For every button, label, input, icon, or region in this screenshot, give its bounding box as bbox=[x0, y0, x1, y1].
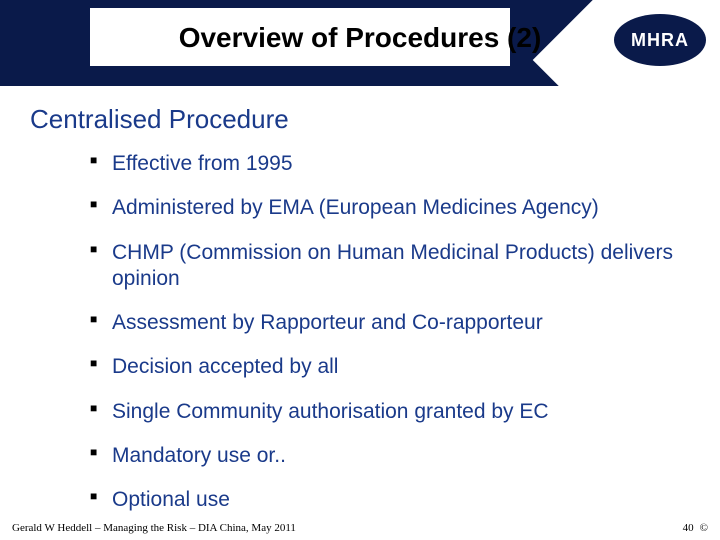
list-item: Mandatory use or.. bbox=[90, 443, 690, 469]
logo-text: MHRA bbox=[631, 30, 689, 51]
slide-title: Overview of Procedures (2) bbox=[0, 22, 720, 54]
header-band: Overview of Procedures (2) bbox=[0, 0, 720, 86]
footer-right: 40 © bbox=[683, 522, 708, 534]
list-item: Optional use bbox=[90, 487, 690, 513]
page-number: 40 bbox=[683, 522, 694, 534]
list-item: CHMP (Commission on Human Medicinal Prod… bbox=[90, 240, 690, 293]
mhra-logo: MHRA bbox=[614, 14, 706, 66]
footer-left: Gerald W Heddell – Managing the Risk – D… bbox=[12, 522, 296, 534]
list-item: Single Community authorisation granted b… bbox=[90, 399, 690, 425]
footer: Gerald W Heddell – Managing the Risk – D… bbox=[0, 522, 720, 534]
logo-oval: MHRA bbox=[614, 14, 706, 66]
copyright-icon: © bbox=[700, 522, 708, 534]
list-item: Effective from 1995 bbox=[90, 151, 690, 177]
content-area: Centralised Procedure Effective from 199… bbox=[0, 86, 720, 513]
bullet-list: Effective from 1995 Administered by EMA … bbox=[30, 151, 690, 513]
section-heading: Centralised Procedure bbox=[30, 104, 690, 135]
list-item: Decision accepted by all bbox=[90, 354, 690, 380]
list-item: Administered by EMA (European Medicines … bbox=[90, 195, 690, 221]
list-item: Assessment by Rapporteur and Co-rapporte… bbox=[90, 310, 690, 336]
